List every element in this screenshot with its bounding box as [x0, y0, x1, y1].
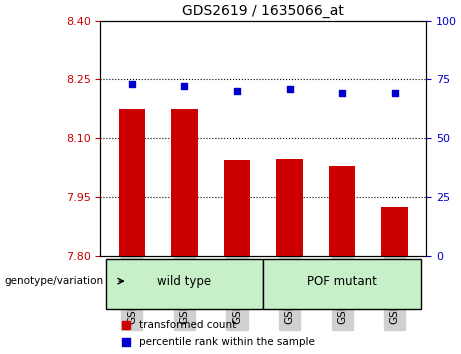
Bar — [381, 207, 408, 256]
Bar — [329, 166, 355, 256]
Text: genotype/variation: genotype/variation — [4, 276, 103, 286]
Point — [391, 91, 398, 96]
Point — [338, 91, 346, 96]
Point — [128, 81, 136, 87]
FancyBboxPatch shape — [106, 258, 263, 309]
Text: POF mutant: POF mutant — [307, 275, 377, 288]
FancyBboxPatch shape — [263, 258, 421, 309]
Bar — [277, 159, 303, 256]
Text: transformed count: transformed count — [140, 320, 237, 330]
Text: wild type: wild type — [157, 275, 212, 288]
Bar — [224, 160, 250, 256]
Point — [233, 88, 241, 94]
Title: GDS2619 / 1635066_at: GDS2619 / 1635066_at — [182, 4, 344, 18]
Bar — [119, 109, 145, 256]
Point — [286, 86, 293, 92]
Point — [181, 84, 188, 89]
Text: percentile rank within the sample: percentile rank within the sample — [140, 337, 315, 347]
Bar — [171, 109, 198, 256]
